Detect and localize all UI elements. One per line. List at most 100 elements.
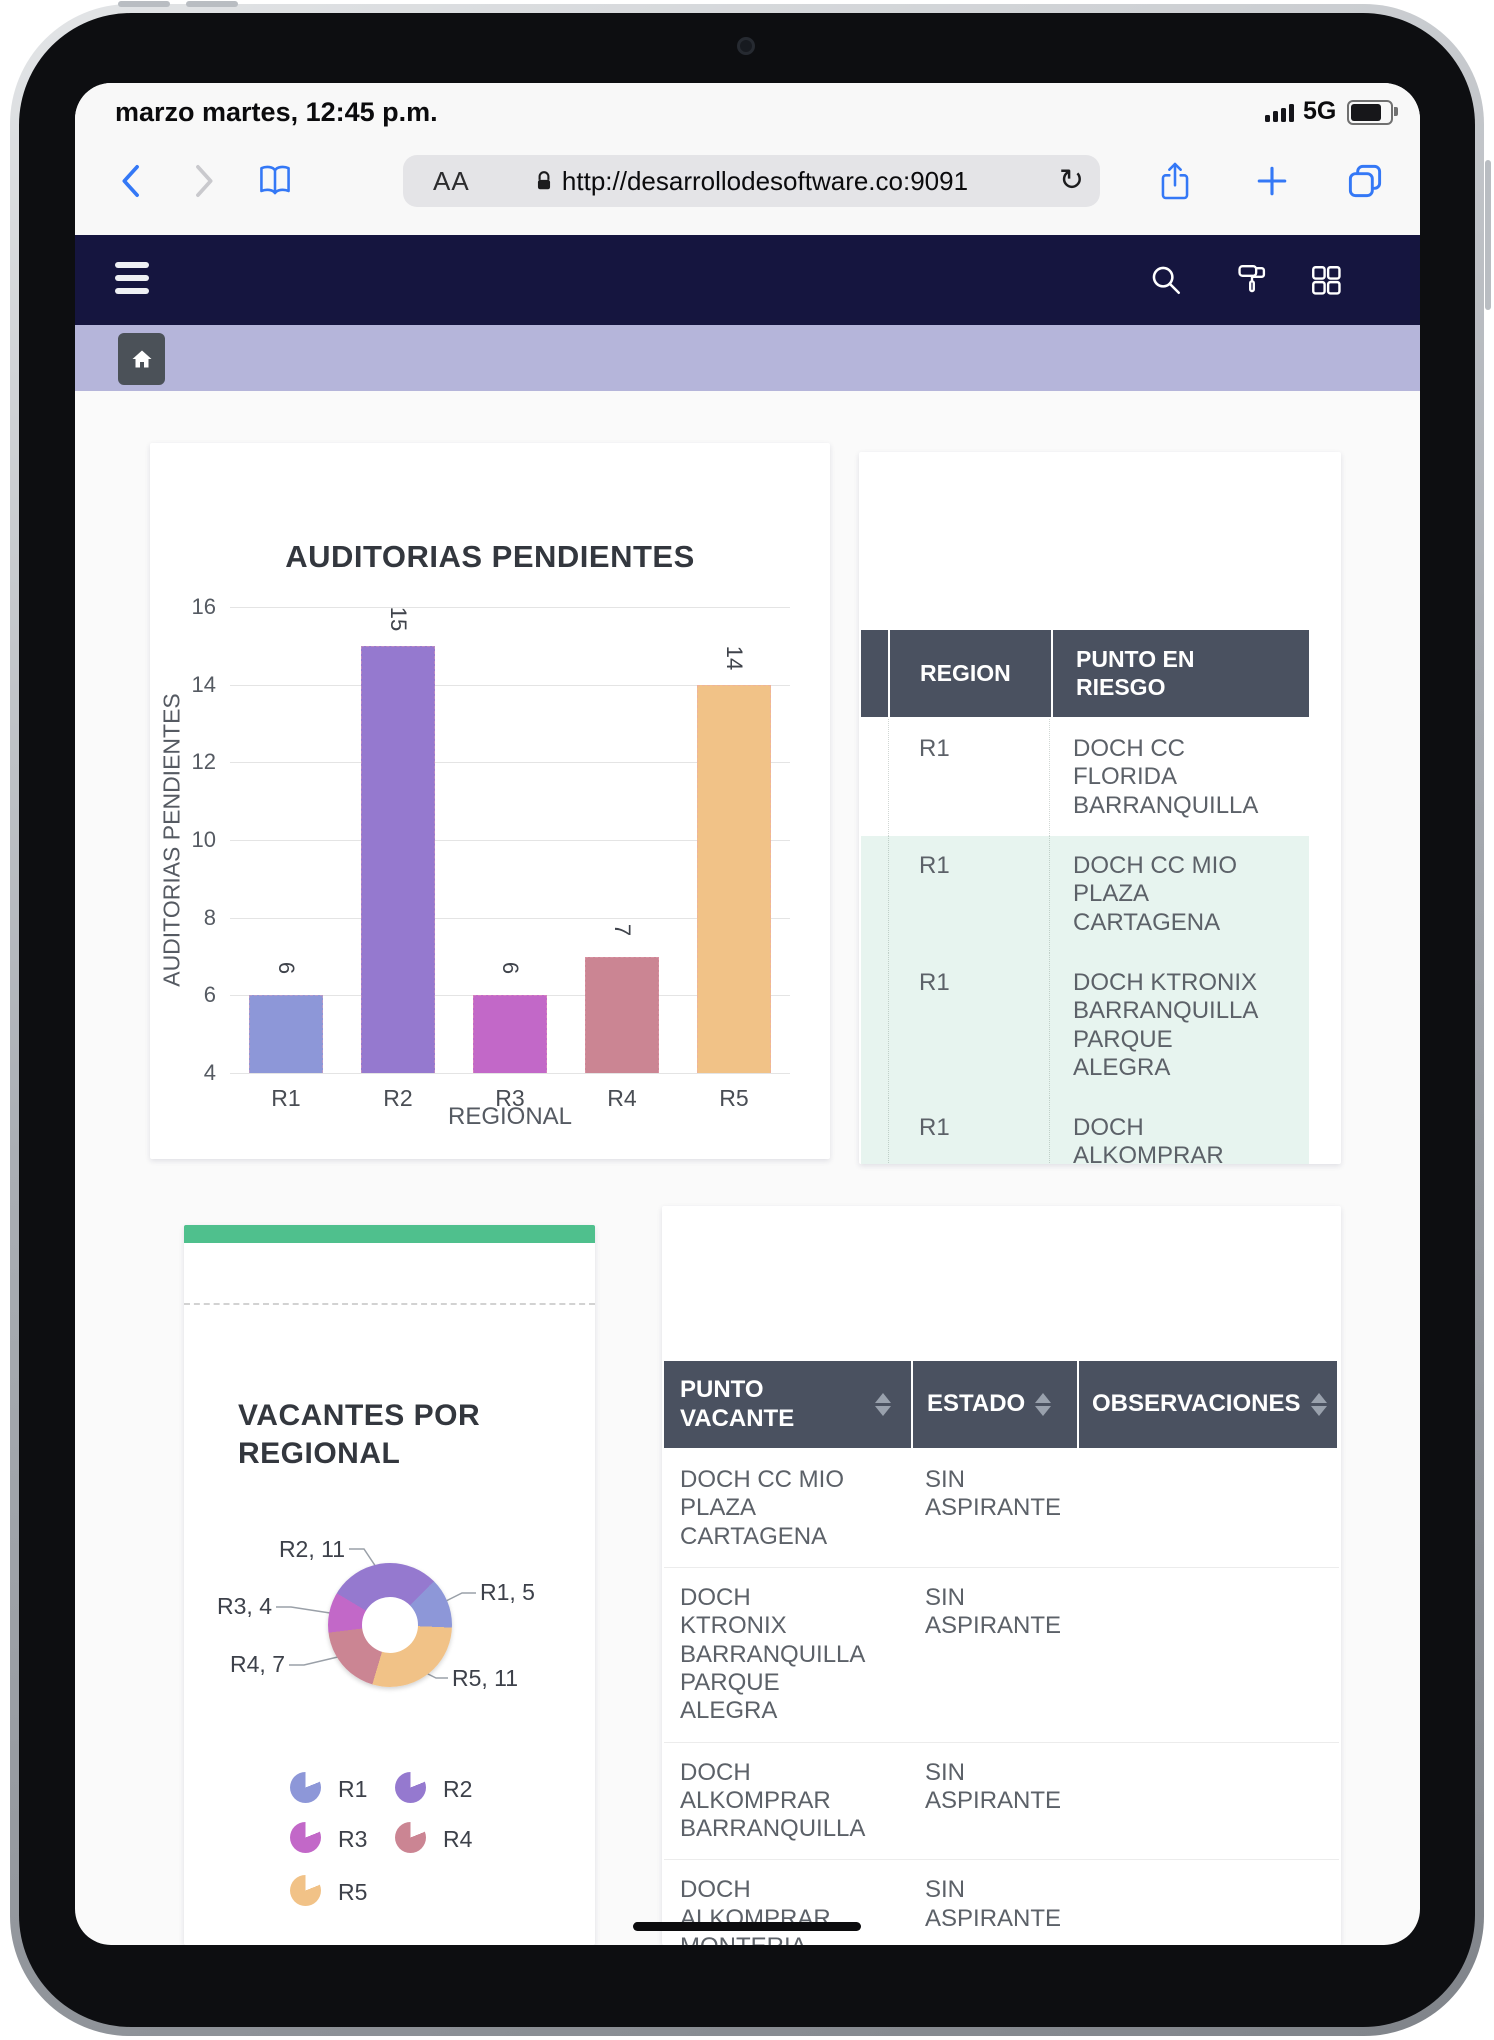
vacancy-table-card: PUNTO VACANTE ESTADO OBSERVACIONES DOCH …: [662, 1206, 1341, 1945]
callout-r5: R5, 11: [452, 1665, 519, 1691]
legend-swatch-r4[interactable]: [395, 1822, 426, 1853]
cell-region: R1: [888, 1098, 1049, 1164]
gridline: [230, 840, 790, 841]
legend-swatch-r5[interactable]: [290, 1875, 321, 1906]
table-row[interactable]: R1 DOCH KTRONIX BARRANQUILLA PARQUE ALEG…: [861, 952, 1309, 1099]
lock-icon: [537, 171, 550, 190]
share-icon[interactable]: [1153, 159, 1197, 203]
volume-down-button[interactable]: [186, 1, 238, 7]
cell-punto: DOCH CC MIO PLAZA CARTAGENA: [680, 1466, 844, 1550]
sort-icon: [1310, 1393, 1327, 1416]
sort-icon: [875, 1393, 891, 1416]
apps-grid-icon[interactable]: [1306, 260, 1346, 300]
address-bar[interactable]: AA http://desarrollodesoftware.co:9091 ↻: [403, 155, 1100, 207]
callout-r1: R1, 5: [480, 1579, 535, 1605]
table-row[interactable]: R1 DOCH CC MIO PLAZA CARTAGENA: [861, 835, 1309, 953]
vacancy-table-body: DOCH CC MIO PLAZA CARTAGENA SIN ASPIRANT…: [664, 1450, 1339, 1945]
legend-swatch-r2[interactable]: [395, 1772, 426, 1803]
screen: marzo martes, 12:45 p.m. 5G AA: [75, 83, 1420, 1945]
y-axis-tick-label: 10: [191, 827, 216, 852]
risk-col-hidden[interactable]: [861, 630, 888, 717]
forward-button[interactable]: [183, 159, 227, 203]
bar-R2: [361, 645, 435, 1073]
front-camera: [737, 37, 755, 55]
gridline: [230, 1073, 790, 1074]
table-row[interactable]: DOCH ALKOMPRAR MONTERIA SIN ASPIRANTE: [664, 1860, 1339, 1945]
bar-value-label: 15: [386, 606, 411, 632]
gridline: [230, 607, 790, 608]
legend-swatch-r3[interactable]: [290, 1822, 321, 1853]
cell-observaciones: [1075, 1450, 1333, 1567]
bar-value-label: 6: [274, 962, 299, 975]
gridline: [230, 684, 790, 686]
browser-toolbar: marzo martes, 12:45 p.m. 5G AA: [75, 83, 1420, 235]
legend-label-r4[interactable]: R4: [443, 1826, 473, 1852]
cell-punto: DOCH CC FLORIDA BARRANQUILLA: [1049, 719, 1305, 836]
vacancy-col-punto[interactable]: PUNTO VACANTE: [664, 1361, 911, 1448]
risk-col-region[interactable]: REGION: [890, 630, 1051, 717]
cell-region: R1: [888, 835, 1049, 953]
legend-label-r5[interactable]: R5: [338, 1879, 368, 1905]
cell-estado: SIN ASPIRANTE: [925, 1583, 1062, 1640]
gridline: [230, 762, 790, 764]
bar-R5: [697, 684, 771, 1073]
audit-chart-card: AUDITORIAS PENDIENTES AUDITORIAS PENDIEN…: [150, 443, 830, 1159]
legend-swatch-r1[interactable]: [290, 1772, 321, 1803]
callout-r4: R4, 7: [230, 1651, 285, 1677]
bar-value-label: 6: [498, 962, 523, 975]
progress-bar: [184, 1225, 595, 1243]
home-indicator[interactable]: [633, 1922, 861, 1931]
table-row[interactable]: DOCH KTRONIX BARRANQUILLA PARQUE ALEGRA …: [664, 1568, 1339, 1743]
reader-mode-button[interactable]: AA: [433, 165, 470, 196]
home-button[interactable]: [118, 333, 165, 385]
column-label: PUNTO VACANTE: [680, 1375, 795, 1432]
table-row[interactable]: R1 DOCH ALKOMPRAR MONTERIA: [861, 1098, 1309, 1164]
tabs-icon[interactable]: [1343, 159, 1387, 203]
table-row[interactable]: R1 DOCH CC FLORIDA BARRANQUILLA: [861, 719, 1309, 836]
legend-label-r1[interactable]: R1: [338, 1776, 368, 1802]
bar-value-label: 7: [610, 923, 635, 936]
back-button[interactable]: [108, 159, 152, 203]
cell-region: R1: [888, 719, 1049, 836]
y-axis-tick-label: 4: [203, 1060, 216, 1085]
bar-chart-plot: 16 14 12 10 8 6 4 6 R1 15 R2 6 R3 7 R4 14 R5: [150, 443, 830, 1159]
table-row[interactable]: DOCH CC MIO PLAZA CARTAGENA SIN ASPIRANT…: [664, 1450, 1339, 1568]
risk-col-punto[interactable]: PUNTO EN RIESGO: [1053, 630, 1309, 717]
menu-button[interactable]: [115, 262, 151, 298]
vacancy-chart-card: VACANTES POR REGIONAL R2, 11 R1, 5 R3, 4…: [184, 1225, 595, 1945]
legend-label-r3[interactable]: R3: [338, 1826, 368, 1852]
home-icon: [132, 350, 151, 368]
column-label: OBSERVACIONES: [1092, 1390, 1301, 1418]
y-axis-tick-label: 8: [203, 904, 216, 930]
status-datetime: marzo martes, 12:45 p.m.: [115, 97, 438, 127]
table-row[interactable]: DOCH ALKOMPRAR BARRANQUILLA SIN ASPIRANT…: [664, 1743, 1339, 1861]
power-button[interactable]: [1485, 160, 1491, 310]
risk-table-card: REGION PUNTO EN RIESGO R1 DOCH CC FLORID…: [859, 452, 1341, 1164]
callout-r2: R2, 11: [278, 1536, 345, 1562]
cell-estado: SIN ASPIRANTE: [925, 1758, 1062, 1814]
x-axis-tick-label: R4: [607, 1085, 637, 1111]
legend-label-r2[interactable]: R2: [443, 1776, 473, 1802]
signal-strength-icon: [1265, 103, 1294, 122]
reload-icon[interactable]: ↻: [1058, 164, 1084, 197]
donut-chart-title: VACANTES POR REGIONAL: [238, 1399, 481, 1470]
bar-R1: [249, 995, 323, 1073]
risk-table-header: REGION PUNTO EN RIESGO: [861, 630, 1309, 717]
sort-icon: [1035, 1393, 1052, 1416]
cell-observaciones: [1075, 1743, 1333, 1860]
x-axis-label: REGIONAL: [447, 1103, 573, 1130]
search-icon[interactable]: [1146, 260, 1186, 300]
gridline: [230, 917, 790, 919]
x-axis-tick-label: R3: [495, 1085, 525, 1111]
x-axis-tick-label: R1: [271, 1085, 301, 1111]
paint-roller-icon[interactable]: [1232, 260, 1272, 300]
volume-up-button[interactable]: [118, 1, 170, 7]
url-text: http://desarrollodesoftware.co:9091: [561, 165, 969, 196]
vacancy-col-observaciones[interactable]: OBSERVACIONES: [1079, 1361, 1337, 1448]
chart-title: AUDITORIAS PENDIENTES: [285, 539, 695, 574]
y-axis-tick-label: 16: [191, 594, 216, 619]
bookmarks-icon[interactable]: [253, 159, 297, 203]
new-tab-icon[interactable]: [1250, 159, 1294, 203]
risk-table-body: R1 DOCH CC FLORIDA BARRANQUILLA R1 DOCH …: [861, 719, 1309, 1164]
vacancy-col-estado[interactable]: ESTADO: [913, 1361, 1077, 1448]
